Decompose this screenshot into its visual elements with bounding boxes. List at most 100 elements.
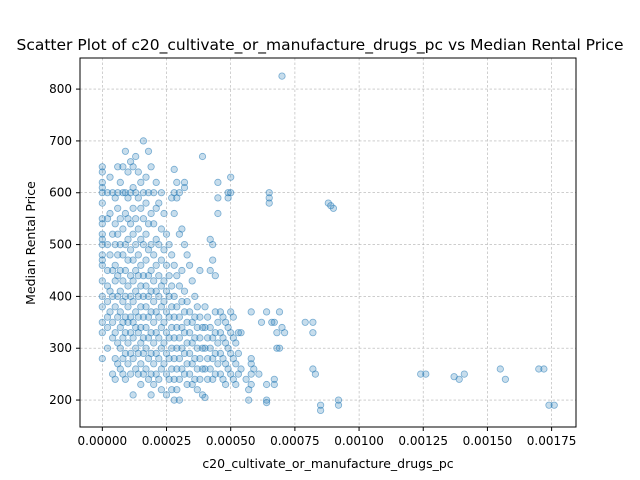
x-tick-label: 0.00125 [398, 434, 448, 448]
scatter-point [155, 313, 163, 321]
scatter-point [232, 339, 240, 347]
scatter-point [173, 344, 181, 352]
scatter-point [204, 334, 212, 342]
scatter-point [144, 189, 153, 197]
scatter-point [147, 391, 155, 399]
scatter-point [98, 292, 106, 300]
scatter-point [106, 209, 114, 218]
scatter-point [193, 365, 201, 373]
scatter-point [324, 199, 332, 207]
scatter-point [165, 375, 173, 383]
scatter-point [417, 370, 425, 378]
scatter-point [142, 230, 150, 238]
scatter-point [180, 329, 189, 337]
scatter-point [178, 225, 186, 233]
scatter-point [147, 209, 155, 218]
x-tick-label: 0.00100 [334, 434, 384, 448]
scatter-point [173, 272, 181, 280]
scatter-point [222, 380, 230, 389]
scatter-point [155, 199, 163, 207]
scatter-point [175, 313, 183, 321]
scatter-point [247, 354, 255, 363]
scatter-point [270, 318, 278, 326]
scatter-point [232, 360, 240, 368]
scatter-point [129, 354, 137, 363]
scatter-point [162, 261, 171, 269]
scatter-point [124, 256, 132, 264]
scatter-point [121, 292, 130, 300]
scatter-point [460, 370, 468, 378]
scatter-point [214, 194, 222, 202]
scatter-point [98, 235, 106, 243]
scatter-point [155, 272, 163, 280]
scatter-point [165, 292, 173, 300]
scatter-point [278, 72, 286, 80]
scatter-point [173, 365, 181, 373]
scatter-point [196, 334, 204, 342]
scatter-point [168, 344, 176, 352]
scatter-point [116, 178, 124, 186]
scatter-point [160, 360, 168, 368]
y-axis-ticks: 200 300 400 500 600 700 800 [49, 82, 80, 407]
scatter-point [170, 334, 178, 342]
scatter-point [191, 313, 199, 321]
scatter-point [109, 292, 117, 300]
scatter-point [139, 241, 147, 249]
scatter-point [242, 375, 250, 383]
scatter-point [273, 329, 281, 337]
scatter-point [106, 308, 114, 316]
scatter-point [180, 178, 189, 186]
scatter-point [134, 272, 142, 280]
y-tick-label: 800 [49, 82, 72, 96]
scatter-point [124, 282, 132, 290]
scatter-point [255, 370, 263, 378]
scatter-point [262, 380, 271, 389]
grid [80, 58, 576, 427]
scatter-point [183, 339, 191, 347]
scatter-point [150, 360, 158, 368]
scatter-point [155, 292, 163, 300]
scatter-point [98, 303, 106, 311]
scatter-point [114, 251, 122, 259]
scatter-point [160, 318, 168, 326]
scatter-point [198, 344, 207, 352]
scatter-point [137, 360, 145, 368]
scatter-point [186, 308, 194, 316]
scatter-point [196, 354, 204, 363]
scatter-point [455, 375, 463, 383]
scatter-point [309, 329, 317, 337]
scatter-point [134, 251, 142, 259]
scatter-point [98, 329, 106, 337]
scatter-point [168, 303, 176, 311]
scatter-point [139, 215, 147, 223]
scatter-point [311, 370, 319, 378]
scatter-point [109, 230, 117, 238]
scatter-point [206, 344, 214, 352]
scatter-point [329, 204, 337, 212]
scatter-point [170, 313, 178, 321]
scatter-point [234, 349, 242, 357]
scatter-point [103, 323, 112, 332]
scatter-point [160, 339, 168, 347]
scatter-point [129, 230, 137, 238]
scatter-point [150, 189, 158, 197]
scatter-point [137, 282, 145, 290]
scatter-point [162, 230, 171, 238]
scatter-point [275, 308, 284, 316]
scatter-point [186, 329, 194, 337]
scatter-point [116, 215, 124, 223]
scatter-point [191, 292, 199, 300]
scatter-point [201, 303, 209, 311]
scatter-point [160, 246, 168, 254]
scatter-point [175, 396, 183, 404]
scatter-point [98, 220, 106, 228]
scatter-point [180, 349, 189, 357]
scatter-point [98, 230, 106, 238]
scatter-point [214, 318, 222, 326]
scatter-point [98, 354, 106, 363]
scatter-point [150, 380, 158, 389]
scatter-point [109, 318, 117, 326]
scatter-point [137, 204, 145, 212]
scatter-point [98, 163, 106, 171]
scatter-point [103, 266, 112, 275]
